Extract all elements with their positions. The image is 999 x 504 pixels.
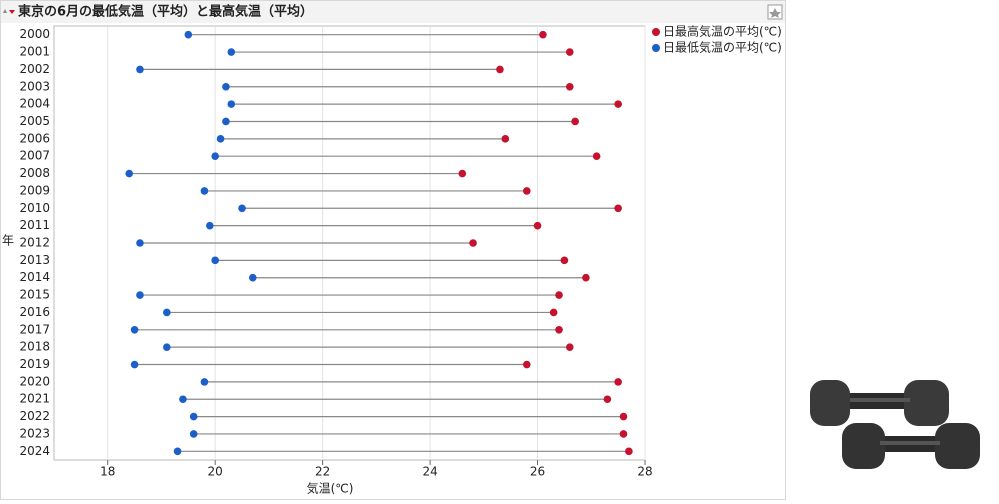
y-tick-label: 2002 — [19, 62, 50, 76]
point — [222, 117, 230, 126]
point — [130, 360, 139, 369]
legend-label: 日最高気温の平均(℃) — [663, 24, 782, 39]
point — [619, 412, 628, 421]
y-tick-label: 2012 — [19, 236, 50, 250]
point — [560, 256, 569, 265]
legend-marker — [652, 44, 660, 52]
point — [211, 152, 219, 160]
y-tick-label: 2003 — [19, 79, 50, 93]
point — [625, 447, 633, 456]
point — [136, 239, 144, 247]
point — [200, 378, 209, 386]
y-tick-label: 2015 — [19, 288, 50, 302]
point — [496, 65, 504, 74]
point — [211, 256, 219, 265]
point — [539, 30, 547, 39]
point — [565, 48, 574, 56]
point — [163, 343, 171, 351]
x-tick-label: 22 — [315, 465, 330, 479]
point — [555, 291, 563, 299]
y-tick-label: 2023 — [19, 426, 50, 440]
point — [189, 412, 198, 421]
point — [136, 291, 144, 299]
legend-label: 日最低気温の平均(℃) — [663, 40, 782, 55]
point — [458, 169, 467, 178]
x-tick-label: 26 — [530, 465, 545, 479]
x-tick-label: 18 — [100, 465, 115, 479]
point — [523, 360, 531, 369]
point — [565, 343, 574, 351]
point — [216, 135, 225, 143]
point — [206, 221, 214, 230]
menu-icon[interactable] — [9, 10, 15, 14]
y-tick-label: 2009 — [19, 183, 50, 197]
y-tick-label: 2005 — [19, 114, 50, 128]
plot: 18 20 22 24 26 282000200120022003200420052006… — [19, 26, 653, 479]
point — [179, 395, 187, 404]
point — [189, 430, 198, 438]
point — [582, 273, 590, 282]
y-tick-label: 2020 — [19, 374, 50, 388]
y-tick-label: 2014 — [19, 270, 50, 284]
y-tick-label: 2010 — [19, 201, 50, 215]
point — [200, 187, 209, 195]
point — [614, 204, 622, 213]
point — [603, 395, 612, 404]
y-tick-label: 2019 — [19, 357, 50, 371]
y-tick-label: 2018 — [19, 340, 50, 354]
y-tick-label: 2008 — [19, 166, 50, 180]
y-tick-label: 2000 — [19, 27, 50, 41]
y-tick-label: 2004 — [19, 97, 50, 111]
title-bar — [1, 1, 785, 23]
x-tick-label: 28 — [637, 465, 652, 479]
point — [248, 273, 257, 282]
collapse-icon[interactable] — [3, 9, 7, 13]
point — [523, 187, 531, 195]
point — [555, 326, 563, 334]
point — [533, 221, 542, 230]
point — [614, 378, 622, 386]
y-tick-label: 2007 — [19, 149, 50, 163]
point — [130, 326, 139, 334]
point — [125, 169, 134, 178]
legend-marker — [652, 28, 660, 36]
y-tick-label: 2013 — [19, 253, 50, 267]
y-tick-label: 2017 — [19, 322, 50, 336]
point — [571, 117, 579, 126]
y-tick-label: 2022 — [19, 409, 50, 423]
y-tick-label: 2011 — [19, 218, 50, 232]
x-axis-label: 気温(℃) — [307, 481, 354, 496]
y-tick-label: 2001 — [19, 45, 50, 59]
chart-title: 東京の6月の最低気温（平均）と最高気温（平均） — [18, 4, 313, 20]
point — [163, 308, 171, 317]
point — [501, 135, 510, 143]
dumbbell-image — [810, 380, 980, 469]
point — [184, 30, 193, 39]
point — [565, 82, 574, 91]
y-tick-label: 2024 — [19, 444, 50, 458]
y-tick-label: 2021 — [19, 392, 50, 406]
point — [592, 152, 601, 160]
x-tick-label: 24 — [422, 465, 437, 479]
point — [549, 308, 558, 317]
point — [136, 65, 144, 74]
point — [227, 100, 236, 108]
x-tick-label: 20 — [208, 465, 223, 479]
point — [469, 239, 477, 247]
y-tick-label: 2016 — [19, 305, 50, 319]
pin-star — [769, 8, 781, 18]
point — [222, 82, 230, 91]
y-axis-label: 年 — [2, 234, 14, 248]
point — [614, 100, 622, 108]
y-tick-label: 2006 — [19, 131, 50, 145]
point — [227, 48, 236, 56]
point — [238, 204, 246, 213]
point — [619, 430, 628, 438]
point — [173, 447, 182, 456]
